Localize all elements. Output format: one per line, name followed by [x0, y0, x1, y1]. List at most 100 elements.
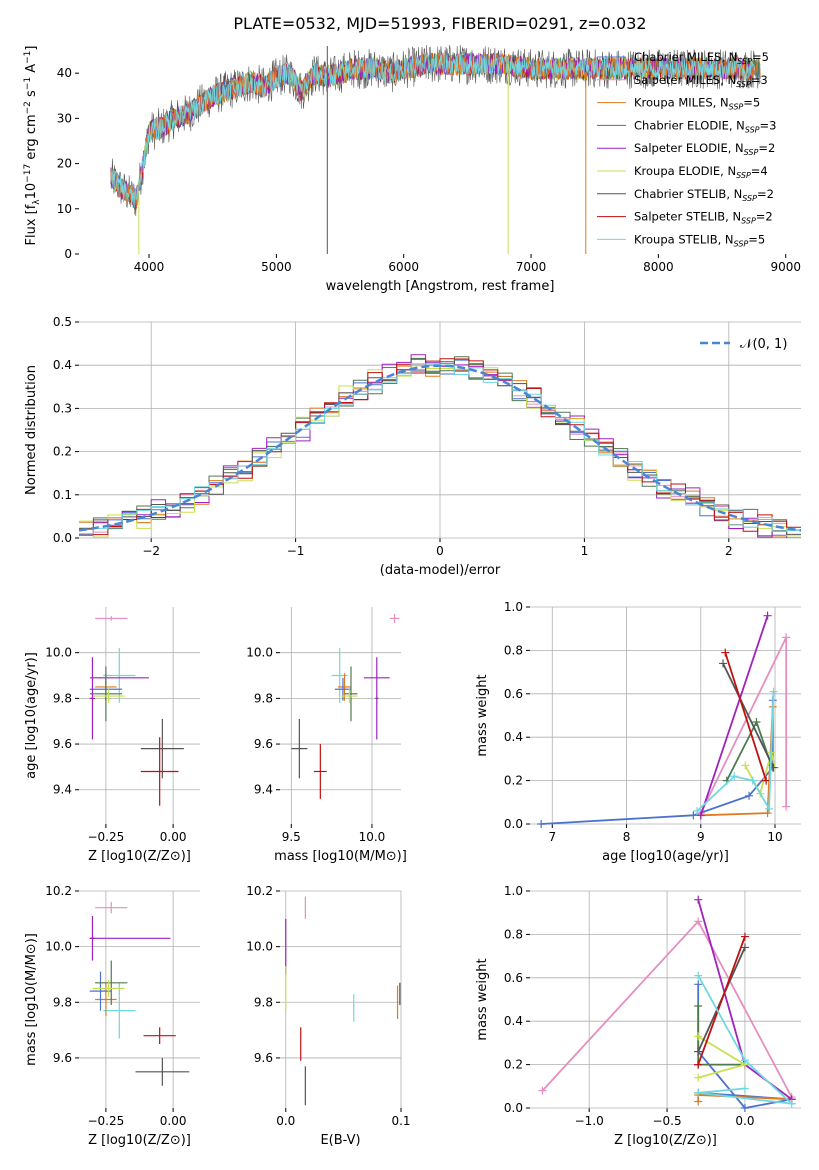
x-tick-label: −0.25: [87, 1114, 124, 1128]
x-tick-label: 9.5: [282, 830, 301, 844]
plus-marker: [694, 1047, 703, 1056]
plus-marker: [694, 1002, 703, 1011]
y-label-part: erg cm: [24, 114, 39, 163]
legend-suffix: =5: [748, 232, 765, 246]
x-tick-label: 9: [697, 830, 705, 844]
plus-marker: [694, 895, 703, 904]
legend-label: Chabrier MILES, NSSP=5: [634, 50, 769, 66]
weight-line-salpeter_elodie: [699, 615, 769, 816]
y-label-part: A: [24, 64, 39, 77]
legend-label: Salpeter STELIB, NSSP=2: [634, 210, 773, 226]
x-axis-label: mass [log10(M/M⊙)]: [274, 849, 407, 864]
legend-suffix: =3: [760, 118, 777, 132]
y-tick-label: 0.4: [504, 730, 523, 744]
weight-line-chabrier_stelib: [722, 663, 775, 768]
legend-label: Kroupa MILES, NSSP=5: [634, 96, 760, 112]
y-tick-label: 0.0: [504, 817, 523, 831]
y-tick-label: 0.4: [504, 1014, 523, 1028]
legend-suffix: =3: [751, 73, 768, 87]
y-tick-label: 0.8: [504, 643, 523, 657]
plus-marker: [538, 1086, 547, 1095]
y-tick-label: 0.2: [504, 774, 523, 788]
legend-suffix: =2: [757, 187, 774, 201]
y-label-part: λ: [32, 199, 42, 205]
x-tick-label: 9000: [770, 260, 801, 274]
legend-text: Kroupa STELIB, N: [634, 232, 734, 246]
errorbars: [285, 896, 401, 1106]
age-vs-Z-panel: −0.25 0.00 9.4 9.6 9.8 10.0 Z [log10(Z/Z⊙)] age…: [24, 607, 200, 864]
plus-marker: [769, 687, 778, 696]
panels: 4000 5000 6000 7000 8000 9000010203040wavelen…: [23, 44, 801, 1148]
y-tick-label: 0.0: [504, 1101, 523, 1115]
y-tick-label: 0.0: [53, 531, 72, 545]
plus-marker: [694, 971, 703, 980]
plus-marker: [730, 772, 739, 781]
y-tick-label: 10.2: [45, 884, 72, 898]
legend-text: Kroupa ELODIE, N: [634, 164, 736, 178]
x-tick-label: 4000: [134, 260, 165, 274]
plus-marker: [763, 611, 772, 620]
y-tick-label: 1.0: [504, 600, 523, 614]
legend-suffix: =2: [756, 210, 773, 224]
x-axis-label: (data-model)/error: [380, 563, 501, 578]
y-label-part: −17: [23, 164, 33, 183]
plus-marker: [765, 804, 774, 813]
y-label-part: 10: [24, 183, 39, 200]
plus-marker: [696, 811, 705, 820]
weight-lines: [538, 895, 796, 1112]
x-tick-label: 8000: [643, 260, 674, 274]
x-tick-label: 0.0: [276, 1114, 295, 1128]
plus-marker: [694, 1032, 703, 1041]
plus-marker: [740, 1104, 749, 1112]
x-tick-label: 0.00: [160, 830, 187, 844]
plus-marker: [694, 1060, 703, 1069]
plus-marker: [740, 1056, 749, 1065]
x-tick-label: 7: [548, 830, 556, 844]
legend-label: 𝒩(0, 1): [740, 337, 787, 352]
plus-marker: [740, 1084, 749, 1093]
weight-vs-age-panel: 7 8 9 10 0.0 0.2 0.4 0.6 0.8 1.0 age [log10(age/yr…: [475, 600, 801, 864]
y-tick-label: 9.4: [254, 783, 273, 797]
y-axis-label: Flux [fλ10−17 erg cm−2 s−1 A−1]: [23, 46, 42, 246]
y-label-part: −1: [23, 77, 33, 90]
weight-line-salpeter_stelib: [697, 936, 746, 1065]
y-label-part: ]: [24, 46, 39, 51]
legend-suffix: =4: [751, 164, 768, 178]
mass-vs-Z-panel: −0.25 0.00 9.6 9.8 10.0 10.2 Z [log10(Z/Z⊙)] ma…: [24, 884, 200, 1148]
x-tick-label: 1: [581, 544, 589, 558]
errorbars: [89, 902, 190, 1086]
legend-label: Chabrier ELODIE, NSSP=3: [634, 118, 776, 134]
legend-text: Chabrier ELODIE, N: [634, 118, 745, 132]
x-tick-label: −0.5: [652, 1114, 681, 1128]
y-tick-label: 9.8: [254, 691, 273, 705]
histogram-salpeter_stelib: [79, 358, 801, 536]
plus-marker: [689, 811, 698, 820]
plus-marker: [694, 1073, 703, 1082]
legend-label: Chabrier STELIB, NSSP=2: [634, 187, 774, 203]
x-tick-label: −1: [287, 544, 305, 558]
y-tick-label: 10.0: [246, 646, 273, 660]
plus-marker: [763, 809, 772, 818]
y-tick-label: 0.2: [504, 1058, 523, 1072]
legend-sub: SSP: [737, 57, 752, 66]
legend-label: Kroupa STELIB, NSSP=5: [634, 232, 765, 248]
legend-sub: SSP: [745, 125, 760, 134]
weight-lines: [537, 611, 791, 828]
y-tick-label: 30: [57, 111, 72, 125]
plus-marker: [721, 648, 730, 657]
y-label-part: −2: [23, 101, 33, 114]
y-tick-label: 9.6: [53, 737, 72, 751]
y-tick-label: 0.1: [53, 488, 72, 502]
x-tick-label: 6000: [388, 260, 419, 274]
plus-marker: [748, 776, 757, 785]
y-tick-label: 1.0: [504, 884, 523, 898]
errorbars: [291, 613, 400, 799]
plus-marker: [693, 806, 702, 815]
y-tick-label: 10: [57, 202, 72, 216]
legend-text: Kroupa MILES, N: [634, 96, 729, 110]
errorbars: [89, 616, 184, 806]
y-axis-label: mass weight: [475, 958, 490, 1040]
x-axis-label: Z [log10(Z/Z⊙)]: [88, 849, 191, 864]
plus-marker: [782, 802, 791, 811]
y-tick-label: 20: [57, 157, 72, 171]
